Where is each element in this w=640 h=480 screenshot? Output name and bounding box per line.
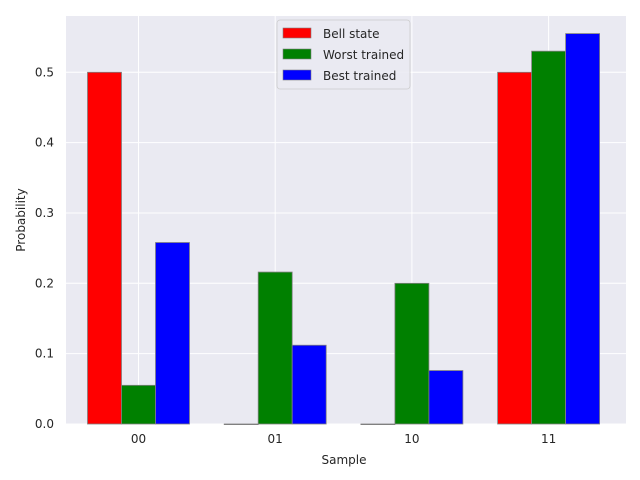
bar-worst-trained-01 (257, 271, 293, 425)
legend-swatch (282, 48, 312, 60)
bar-worst-trained-10 (394, 282, 430, 425)
y-tick-label: 0.1 (35, 347, 54, 361)
bar-bell-state-10 (360, 423, 396, 426)
legend-swatch (282, 27, 312, 39)
legend-label: Best trained (323, 69, 396, 83)
bar-best-trained-11 (565, 33, 600, 425)
bar-best-trained-01 (291, 344, 327, 425)
bar-worst-trained-11 (531, 50, 566, 425)
x-tick-label: 00 (131, 432, 146, 446)
bars (87, 33, 600, 426)
bar-worst-trained-00 (121, 384, 156, 425)
x-tick-labels: 00 01 10 11 (131, 432, 556, 446)
bar-best-trained-10 (428, 370, 464, 425)
bar-bell-state-11 (497, 71, 533, 425)
y-tick-labels: 0.0 0.1 0.2 0.3 0.4 0.5 (35, 65, 54, 431)
legend-swatch (282, 69, 312, 81)
y-tick-label: 0.5 (35, 65, 54, 79)
legend-label: Bell state (323, 27, 380, 41)
y-axis-label: Probability (14, 188, 28, 251)
y-tick-label: 0.3 (35, 206, 54, 220)
y-tick-label: 0.0 (35, 417, 54, 431)
legend: Bell state Worst trained Best trained (276, 19, 411, 90)
y-tick-label: 0.2 (35, 276, 54, 290)
bar-best-trained-00 (155, 242, 190, 425)
bar-bell-state-01 (223, 423, 259, 426)
x-tick-label: 01 (268, 432, 283, 446)
legend-label: Worst trained (323, 48, 404, 62)
y-tick-label: 0.4 (35, 136, 54, 150)
x-tick-label: 10 (404, 432, 419, 446)
x-tick-label: 11 (541, 432, 556, 446)
bar-bell-state-00 (87, 71, 122, 425)
x-axis-label: Sample (322, 453, 367, 467)
